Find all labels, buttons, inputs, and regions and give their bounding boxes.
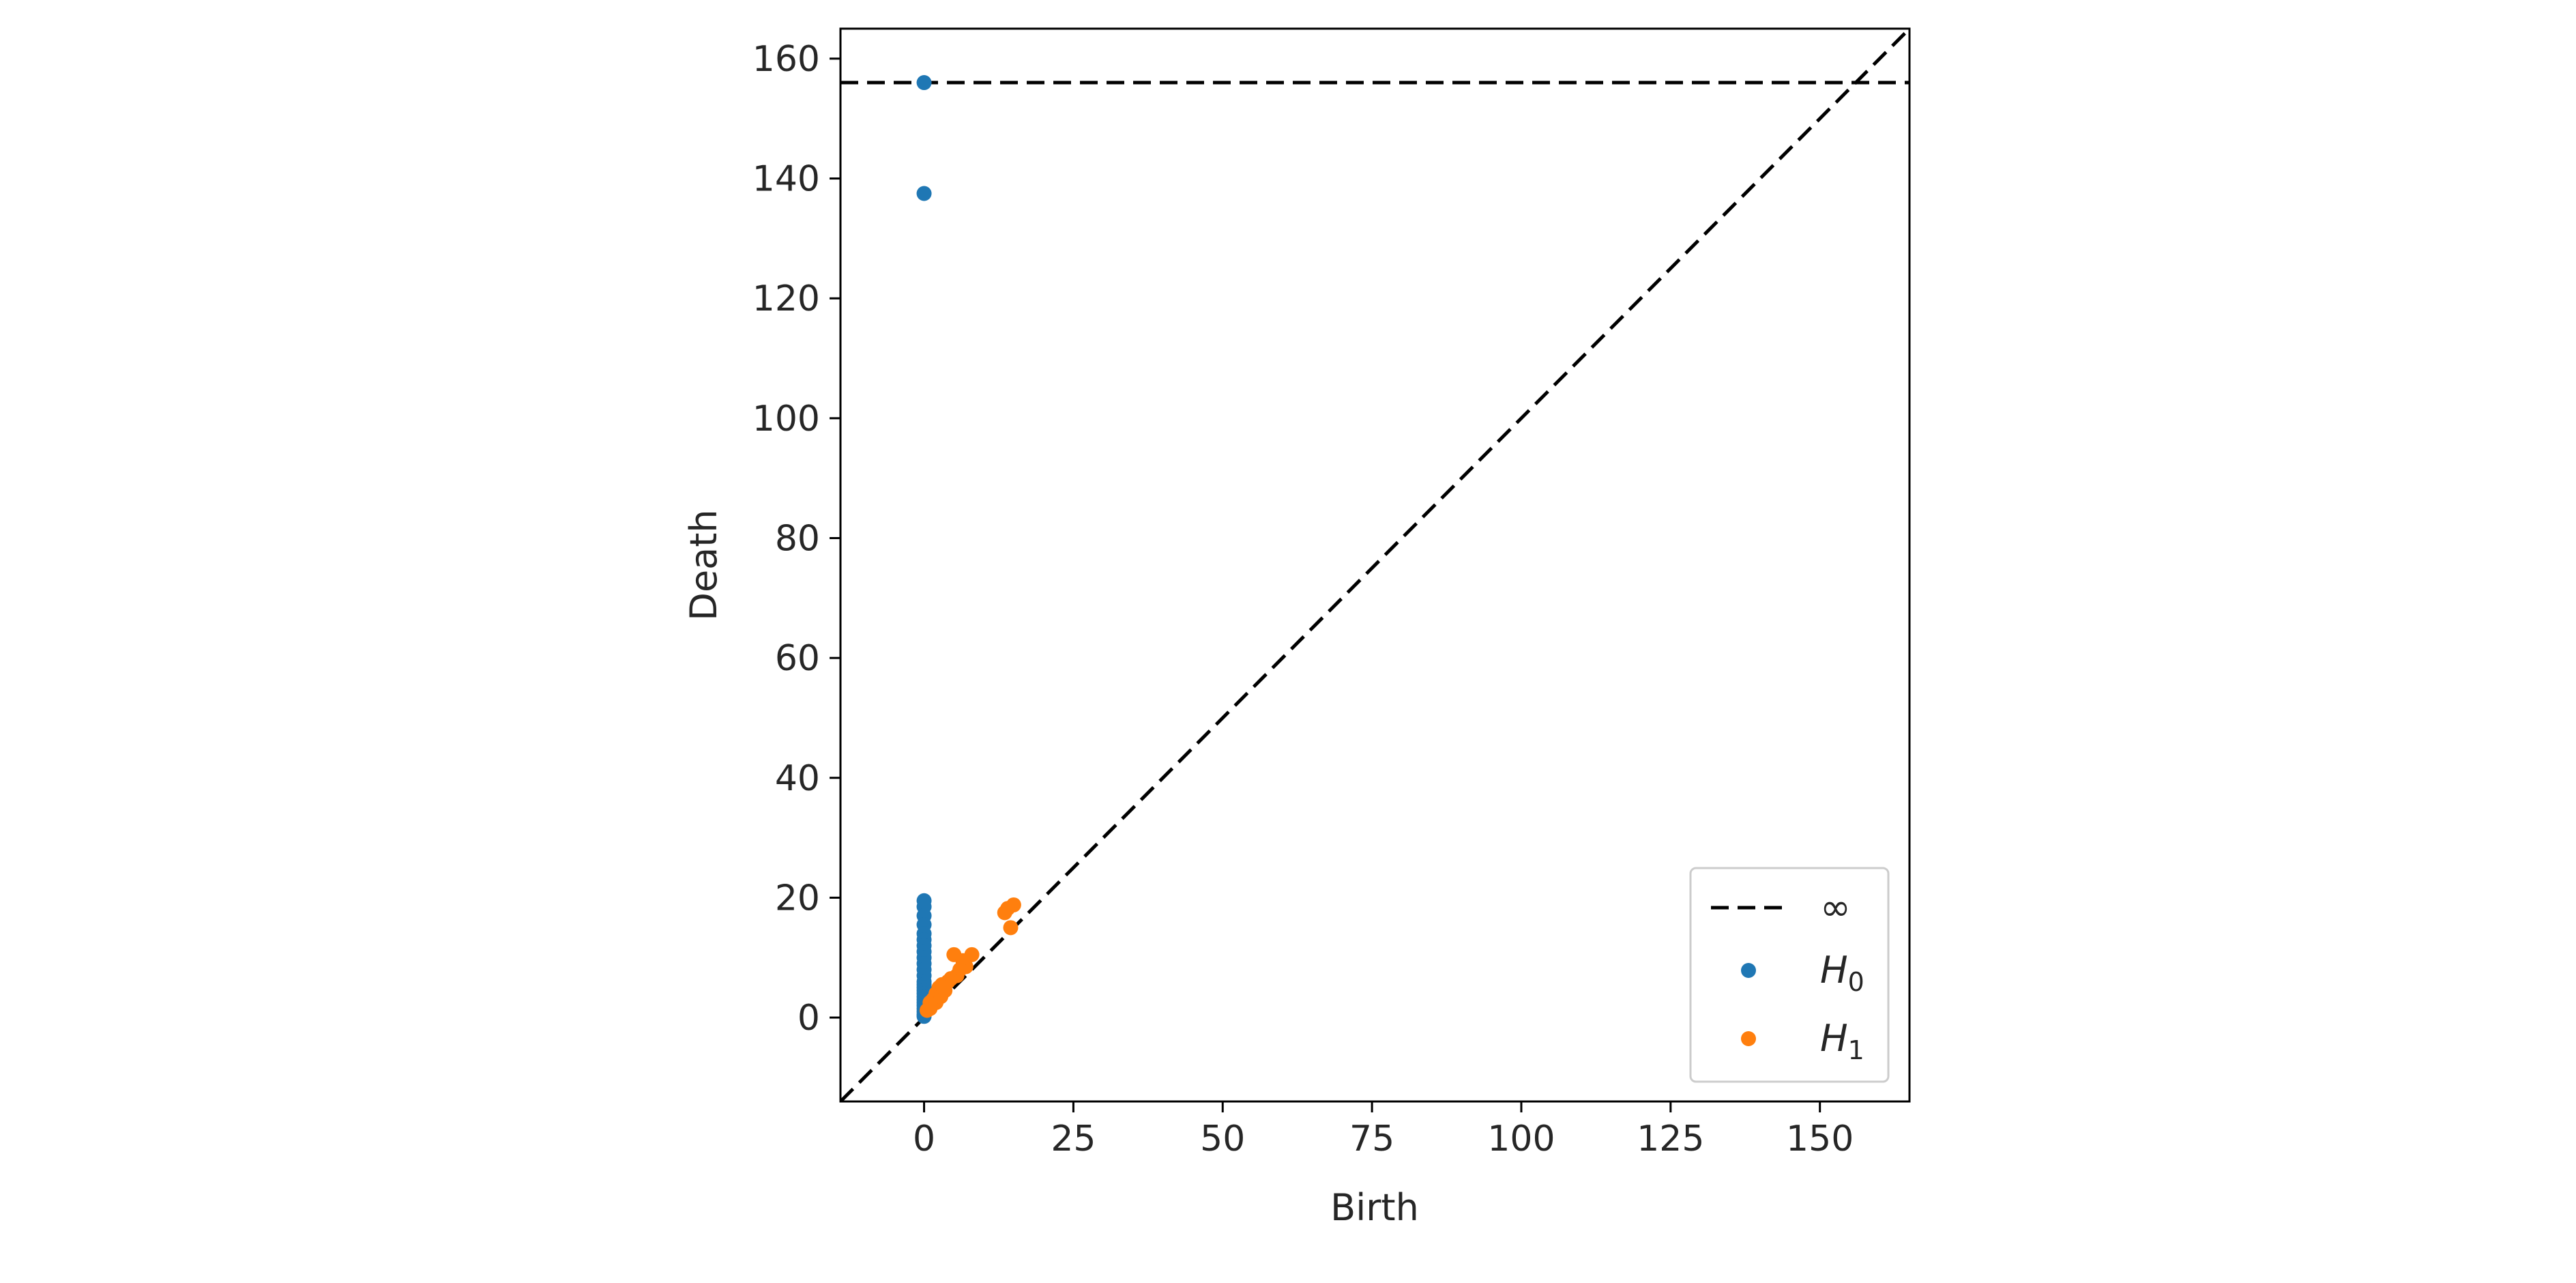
data-point-h0-1 (916, 186, 932, 201)
x-tick-label: 100 (1487, 1119, 1555, 1159)
plot-frame (839, 27, 1911, 1103)
y-tick-label: 160 (752, 39, 820, 80)
legend-box (1689, 867, 1890, 1083)
y-tick-label: 100 (752, 399, 820, 439)
y-tick-label: 40 (775, 758, 820, 799)
y-tick-label: 140 (752, 159, 820, 200)
diagonal-line (840, 29, 1909, 1101)
data-point-h0-0 (916, 75, 932, 91)
y-tick-label: 0 (797, 998, 820, 1039)
data-points (916, 75, 1021, 1024)
legend-infinity-label: ∞ (1820, 886, 1851, 929)
x-tick-label: 0 (913, 1119, 935, 1159)
x-axis-ticks: 0 25 50 75 100 125 150 (913, 1101, 1854, 1159)
legend-h1-label: H1 (1820, 1017, 1864, 1065)
y-tick-label: 80 (775, 518, 820, 559)
y-axis-label: Death (682, 509, 725, 620)
y-tick-label: 20 (775, 878, 820, 919)
x-axis-label: Birth (1330, 1186, 1419, 1229)
x-tick-label: 75 (1349, 1119, 1394, 1159)
x-tick-label: 25 (1051, 1119, 1096, 1159)
legend: ∞ H0 H1 (1689, 867, 1890, 1083)
x-tick-label: 50 (1200, 1119, 1245, 1159)
data-point-h1-2 (997, 905, 1012, 921)
y-axis-ticks: 0 20 40 60 80 100 120 140 160 (752, 39, 840, 1039)
data-point-h1-3 (1003, 920, 1019, 936)
x-tick-label: 125 (1637, 1119, 1704, 1159)
legend-h1-marker (1741, 1031, 1756, 1046)
x-tick-label: 150 (1786, 1119, 1854, 1159)
legend-h0-label: H0 (1820, 949, 1864, 997)
plot-layer (840, 29, 1909, 1101)
y-tick-label: 120 (752, 278, 820, 319)
legend-h0-marker (1741, 963, 1756, 978)
data-point-h1-22 (935, 980, 951, 996)
y-tick-label: 60 (775, 638, 820, 679)
